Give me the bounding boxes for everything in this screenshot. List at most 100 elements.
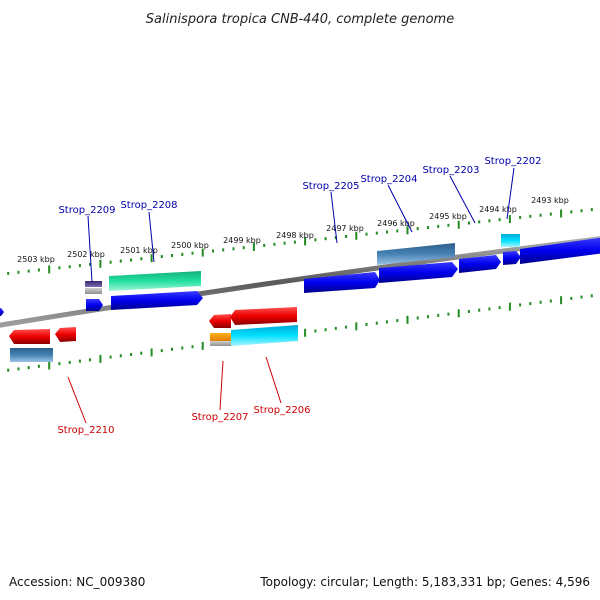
- track-major-tick: [99, 259, 102, 268]
- track-major-tick: [150, 254, 153, 263]
- track-dot: [293, 240, 296, 244]
- track-dot: [181, 252, 184, 256]
- track-dot: [130, 258, 133, 262]
- gene-arrow[interactable]: [9, 329, 50, 344]
- tick-label-2498: 2498 kbp: [276, 231, 314, 240]
- outer-dotted-track: [7, 208, 593, 275]
- track-major-tick: [304, 328, 307, 337]
- track-dot: [570, 296, 573, 300]
- track-dot: [365, 232, 368, 236]
- gene-label-strop-2202[interactable]: Strop_2202: [484, 156, 541, 167]
- track-dot: [488, 219, 491, 223]
- gene-label-strop-2205[interactable]: Strop_2205: [302, 181, 359, 192]
- track-dot: [191, 251, 194, 255]
- gene-arrow[interactable]: [86, 299, 103, 311]
- leader-line-strop-2206: [265, 356, 282, 404]
- track-major-tick: [201, 248, 204, 257]
- track-dot: [427, 226, 429, 229]
- tick-label-2502: 2502 kbp: [67, 250, 105, 259]
- track-major-tick: [560, 296, 563, 305]
- gene-block[interactable]: [210, 341, 231, 346]
- track-major-tick: [48, 361, 51, 370]
- track-dot: [334, 326, 337, 330]
- track-dot: [478, 220, 481, 224]
- gene-label-strop-2209[interactable]: Strop_2209: [58, 205, 115, 216]
- track-dot: [590, 208, 593, 212]
- gene-arrow[interactable]: [520, 237, 600, 264]
- track-dot: [365, 323, 368, 326]
- gene-block[interactable]: [377, 243, 455, 265]
- track-major-tick: [355, 322, 358, 331]
- genome-title: Salinispora tropica CNB-440, complete ge…: [146, 12, 454, 27]
- tick-label-2496: 2496 kbp: [377, 219, 415, 228]
- gene-block[interactable]: [85, 288, 102, 294]
- track-dot: [160, 255, 163, 259]
- track-dot: [58, 362, 61, 366]
- gene-block[interactable]: [10, 348, 53, 362]
- track-major-tick: [201, 341, 204, 350]
- track-dot: [181, 346, 184, 350]
- gene-label-strop-2203[interactable]: Strop_2203: [422, 165, 479, 176]
- gene-block[interactable]: [231, 325, 298, 346]
- track-dot: [17, 367, 20, 371]
- gene-arrow[interactable]: [0, 308, 4, 316]
- gene-arrow[interactable]: [209, 314, 231, 328]
- track-dot: [119, 259, 122, 263]
- gene-arrow[interactable]: [304, 272, 380, 293]
- track-major-tick: [406, 315, 409, 324]
- track-dot: [119, 354, 122, 358]
- track-dot: [58, 266, 61, 270]
- track-dot: [324, 328, 327, 332]
- leader-line-strop-2210: [67, 376, 87, 424]
- track-dot: [590, 294, 593, 298]
- leader-line-strop-2207: [219, 360, 224, 411]
- track-dot: [488, 307, 491, 311]
- label-leader-lines: [67, 167, 515, 424]
- gene-arrow[interactable]: [379, 262, 458, 283]
- gene-block[interactable]: [109, 271, 201, 291]
- track-major-tick: [252, 243, 255, 251]
- track-dot: [89, 262, 92, 266]
- gene-block[interactable]: [85, 281, 102, 287]
- gene-arrow[interactable]: [111, 291, 203, 310]
- track-dot: [427, 315, 429, 319]
- track-dot: [478, 308, 481, 312]
- reverse-strand-features: [9, 307, 298, 362]
- leader-line-strop-2205: [330, 191, 338, 244]
- gene-arrow[interactable]: [503, 251, 521, 265]
- scale-ticks: 2503 kbp 2502 kbp 2501 kbp 2500 kbp 2499…: [17, 196, 569, 264]
- forward-strand-features: [0, 234, 600, 316]
- gene-block[interactable]: [501, 234, 520, 247]
- track-dot: [171, 347, 173, 351]
- gene-arrow[interactable]: [459, 255, 501, 273]
- track-dot: [37, 268, 40, 272]
- track-major-tick: [150, 348, 153, 357]
- track-dot: [529, 214, 532, 218]
- tick-label-2495: 2495 kbp: [429, 212, 467, 221]
- track-dot: [519, 215, 522, 219]
- track-dot: [396, 229, 399, 233]
- gene-arrow[interactable]: [55, 327, 76, 342]
- track-dot: [109, 355, 112, 359]
- track-dot: [7, 368, 10, 372]
- track-dot: [416, 316, 419, 320]
- track-major-tick: [560, 209, 563, 218]
- gene-label-strop-2206[interactable]: Strop_2206: [253, 405, 310, 416]
- gene-label-strop-2208[interactable]: Strop_2208: [120, 200, 177, 211]
- track-dot: [37, 364, 40, 368]
- gene-label-strop-2207[interactable]: Strop_2207: [191, 412, 248, 423]
- track-dot: [580, 295, 583, 299]
- track-major-tick: [48, 265, 51, 274]
- track-dot: [447, 312, 450, 316]
- track-dot: [467, 310, 470, 313]
- track-dot: [68, 265, 71, 269]
- gene-label-strop-2204[interactable]: Strop_2204: [360, 174, 417, 185]
- track-dot: [191, 345, 194, 349]
- track-dot: [212, 249, 214, 253]
- track-major-tick: [508, 302, 511, 311]
- gene-block[interactable]: [210, 333, 231, 341]
- gene-label-strop-2210[interactable]: Strop_2210: [57, 425, 114, 436]
- track-major-tick: [508, 215, 511, 224]
- gene-arrow[interactable]: [230, 307, 297, 325]
